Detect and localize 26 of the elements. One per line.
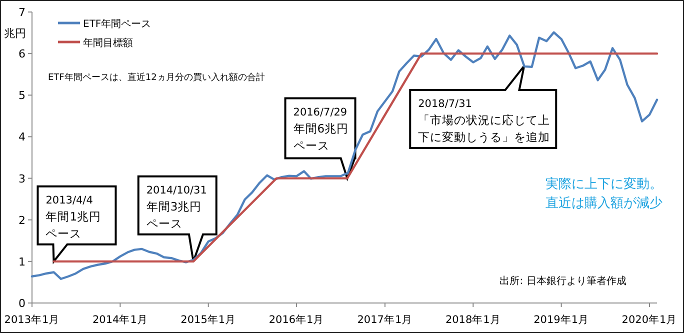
x-tick-label: 2016年1月 bbox=[268, 314, 324, 326]
y-tick-label: 7 bbox=[18, 6, 26, 19]
annotation: 2018/7/31 「市場の状況に応じて上下に変動しうる」を追加 bbox=[418, 98, 550, 144]
annotation: ETF年間ペースは、直近12ヵ月分の買い入れ額の合計 bbox=[48, 72, 265, 83]
y-tick-label: 2 bbox=[18, 214, 26, 227]
annotation: 2014/10/31 年間3兆円ペース bbox=[146, 184, 207, 230]
annotation: 2013/4/4 年間1兆円ペース bbox=[46, 194, 102, 240]
annotation: 実際に上下に変動。直近は購入額が減少 bbox=[546, 176, 662, 211]
x-tick-label: 2013年1月 bbox=[4, 314, 60, 326]
x-tick-label: 2019年1月 bbox=[534, 314, 590, 326]
y-tick-label: 1 bbox=[18, 255, 26, 268]
x-tick-label: 2018年1月 bbox=[445, 314, 501, 326]
legend-label: 年間目標額 bbox=[83, 37, 133, 49]
x-tick-label: 2020年1月 bbox=[622, 314, 678, 326]
y-tick-label: 0 bbox=[18, 297, 26, 310]
y-axis-title: 兆円 bbox=[4, 27, 26, 40]
y-tick-label: 6 bbox=[18, 48, 26, 61]
annotation: 2016/7/29 年間6兆円ペース bbox=[293, 106, 349, 152]
legend-label: ETF年間ペース bbox=[83, 18, 152, 30]
x-tick-label: 2015年1月 bbox=[180, 314, 236, 326]
annotation: 出所: 日本銀行より筆者作成 bbox=[500, 275, 626, 287]
y-tick-label: 3 bbox=[18, 172, 26, 186]
y-tick-label: 4 bbox=[18, 130, 26, 144]
x-tick-label: 2014年1月 bbox=[92, 314, 148, 326]
x-tick-label: 2017年1月 bbox=[357, 314, 413, 326]
y-tick-label: 5 bbox=[18, 89, 26, 102]
